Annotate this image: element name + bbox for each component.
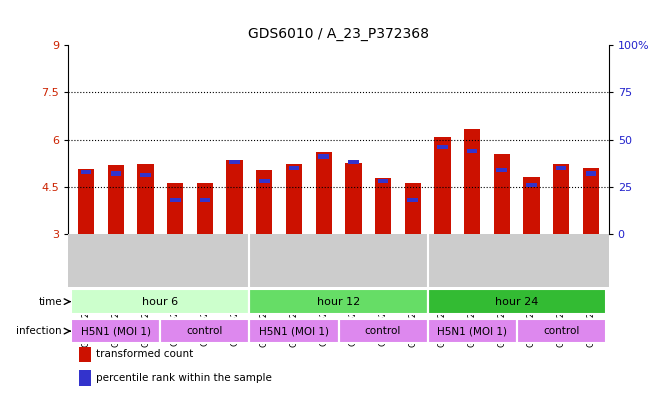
- Bar: [137, 164, 154, 234]
- Text: infection: infection: [16, 326, 62, 336]
- Bar: [107, 165, 124, 234]
- Text: control: control: [187, 326, 223, 336]
- Bar: [79, 347, 91, 362]
- Bar: [249, 319, 339, 343]
- Bar: [227, 160, 243, 234]
- Text: hour 24: hour 24: [495, 297, 538, 307]
- Bar: [197, 183, 213, 234]
- Bar: [428, 319, 517, 343]
- Bar: [167, 183, 184, 234]
- Bar: [111, 171, 121, 176]
- Text: control: control: [365, 326, 401, 336]
- Bar: [72, 289, 249, 314]
- Bar: [316, 152, 332, 234]
- Bar: [256, 170, 273, 234]
- Text: hour 12: hour 12: [317, 297, 360, 307]
- Text: hour 6: hour 6: [143, 297, 178, 307]
- Text: percentile rank within the sample: percentile rank within the sample: [96, 373, 272, 383]
- Bar: [140, 173, 151, 177]
- Bar: [170, 198, 180, 202]
- Bar: [200, 198, 210, 202]
- Bar: [585, 171, 596, 176]
- Bar: [288, 166, 299, 170]
- Bar: [434, 137, 450, 234]
- Bar: [160, 319, 249, 343]
- Text: H5N1 (MOI 1): H5N1 (MOI 1): [259, 326, 329, 336]
- Bar: [437, 145, 448, 149]
- Text: GDS6010 / A_23_P372368: GDS6010 / A_23_P372368: [248, 27, 429, 41]
- Bar: [583, 168, 599, 234]
- Bar: [78, 169, 94, 234]
- Bar: [79, 371, 91, 386]
- Bar: [375, 178, 391, 234]
- Bar: [318, 154, 329, 158]
- Text: H5N1 (MOI 1): H5N1 (MOI 1): [437, 326, 507, 336]
- Bar: [378, 179, 389, 183]
- Bar: [467, 149, 477, 153]
- Bar: [497, 168, 507, 172]
- Bar: [464, 129, 480, 234]
- Bar: [404, 183, 421, 234]
- Text: transformed count: transformed count: [96, 349, 194, 360]
- Bar: [517, 319, 605, 343]
- Bar: [249, 289, 428, 314]
- Bar: [556, 166, 566, 170]
- Bar: [229, 160, 240, 164]
- Text: control: control: [543, 326, 579, 336]
- Bar: [493, 154, 510, 234]
- Bar: [523, 176, 540, 234]
- Bar: [553, 164, 570, 234]
- Bar: [72, 319, 160, 343]
- Text: H5N1 (MOI 1): H5N1 (MOI 1): [81, 326, 151, 336]
- Bar: [81, 169, 92, 174]
- Bar: [339, 319, 428, 343]
- Bar: [286, 164, 302, 234]
- Bar: [345, 163, 361, 234]
- Bar: [408, 198, 418, 202]
- Bar: [526, 183, 537, 187]
- Bar: [428, 289, 605, 314]
- Text: time: time: [38, 297, 62, 307]
- Bar: [259, 179, 270, 183]
- Bar: [348, 160, 359, 164]
